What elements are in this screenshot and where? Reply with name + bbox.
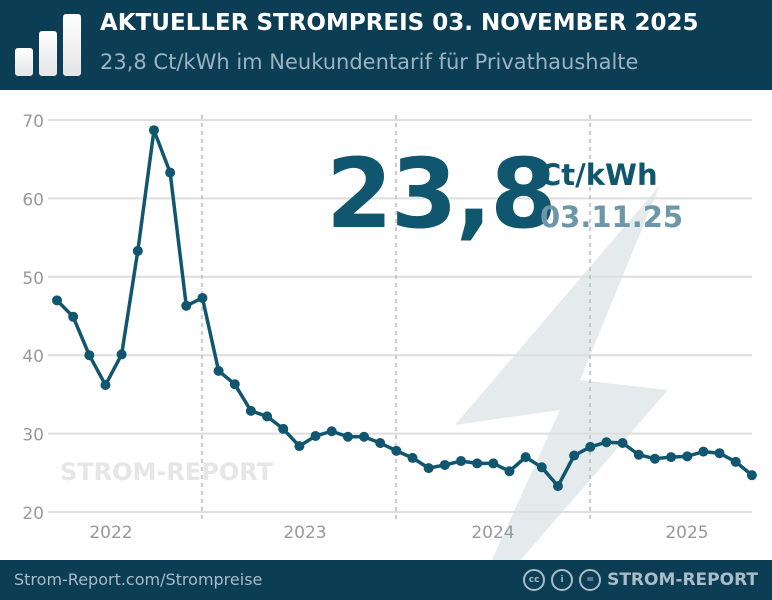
y-tick-label: 40 <box>22 347 44 367</box>
data-point <box>569 450 580 461</box>
watermark: STROM-REPORT <box>60 458 274 486</box>
data-point <box>262 411 273 422</box>
page-title: AKTUELLER STROMPREIS 03. NOVEMBER 2025 <box>100 10 699 36</box>
data-point <box>714 448 725 459</box>
data-point <box>100 379 111 390</box>
nd-icon: = <box>579 569 602 591</box>
price-chart: 20 30 40 50 60 70 2022 2023 2024 2025 <box>22 112 757 560</box>
data-point <box>245 405 256 416</box>
lightning-bolt-icon <box>455 185 668 560</box>
x-tick-label: 2022 <box>89 523 132 543</box>
data-point <box>52 295 62 306</box>
data-point <box>649 453 660 464</box>
data-point <box>229 379 240 390</box>
data-point <box>488 458 499 469</box>
data-point <box>181 300 192 311</box>
data-point <box>472 458 483 469</box>
data-point <box>423 463 434 474</box>
current-price-unit: Ct/kWh <box>540 158 658 192</box>
data-point <box>84 350 95 361</box>
x-tick-label: 2023 <box>283 523 326 543</box>
x-tick-label: 2025 <box>665 523 708 543</box>
data-point <box>682 451 693 462</box>
data-point <box>666 452 677 463</box>
data-point <box>698 446 709 457</box>
data-point <box>585 441 596 452</box>
footer-link[interactable]: Strom-Report.com/Strompreise <box>14 570 263 589</box>
header: AKTUELLER STROMPREIS 03. NOVEMBER 2025 2… <box>0 0 772 90</box>
y-tick-label: 50 <box>22 269 44 289</box>
y-tick-label: 30 <box>22 426 44 446</box>
by-icon: i <box>551 569 574 591</box>
data-point <box>278 423 289 434</box>
data-point <box>294 441 305 452</box>
footer: Strom-Report.com/Strompreise cc i = STRO… <box>0 560 772 600</box>
y-tick-label: 20 <box>22 504 44 524</box>
data-point <box>439 459 450 470</box>
footer-brand: cc i = STROM-REPORT <box>523 569 758 591</box>
data-point <box>359 431 370 442</box>
data-point <box>326 426 337 437</box>
data-point <box>601 437 612 448</box>
data-point <box>132 245 143 256</box>
data-point <box>552 481 563 492</box>
data-point <box>391 445 402 456</box>
data-point <box>633 449 644 460</box>
brand-text: STROM-REPORT <box>607 570 758 590</box>
x-tick-label: 2024 <box>471 523 514 543</box>
data-point <box>148 125 159 136</box>
data-point <box>213 365 224 376</box>
data-point <box>197 292 208 303</box>
data-point <box>68 311 79 322</box>
current-price-date: 03.11.25 <box>540 200 684 234</box>
y-tick-label: 70 <box>22 112 44 132</box>
data-point <box>730 456 741 467</box>
data-point <box>310 430 321 441</box>
data-point <box>375 438 386 449</box>
data-point <box>617 438 628 449</box>
page-subtitle: 23,8 Ct/kWh im Neukundentarif für Privat… <box>100 50 639 74</box>
data-point <box>536 462 547 473</box>
data-point <box>116 349 127 360</box>
data-point <box>342 431 353 442</box>
current-price-value: 23,8 <box>326 138 557 250</box>
data-point <box>520 452 531 463</box>
data-point <box>456 456 466 467</box>
cc-icon: cc <box>523 569 546 591</box>
data-point <box>407 452 418 463</box>
data-point <box>746 470 757 481</box>
y-tick-label: 60 <box>22 190 44 210</box>
data-point <box>165 167 176 178</box>
data-point <box>504 466 515 477</box>
